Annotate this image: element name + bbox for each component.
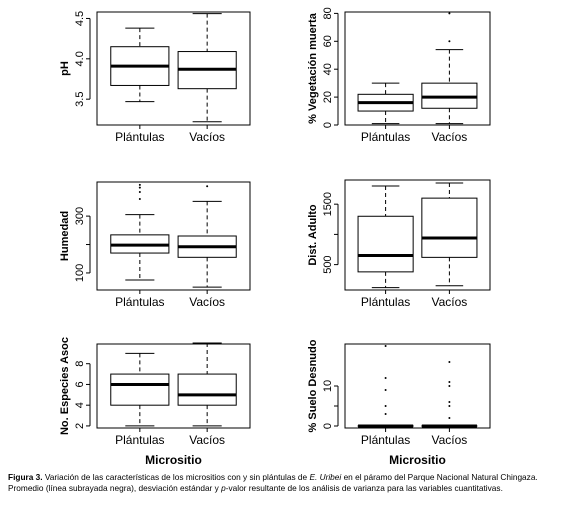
y-tick-label: 0 <box>322 122 334 128</box>
x-tick-label: Plántulas <box>115 433 164 447</box>
plot-frame <box>96 181 251 291</box>
figure-panels: 3.5 4.0 4.5 pH Plántulas Vacíos 0 20 40 60 80% Veg… <box>59 7 491 467</box>
y-axis-title: % Vegetación muerta <box>307 12 319 124</box>
x-tick-label: Vacíos <box>189 130 225 144</box>
outlier-point <box>448 381 451 383</box>
x-tick-label: Vacíos <box>189 433 225 447</box>
chart-panel: 3.5 4.0 4.5 pH Plántulas Vacíos <box>59 11 251 144</box>
caption-species: E. Uribei <box>309 472 342 482</box>
plot-frame <box>96 343 251 429</box>
outlier-point <box>448 361 451 363</box>
chart-panel: 0 10% Suelo Desnudo Plántulas Vacíos Microsi… <box>307 339 491 467</box>
y-axis-title: No. Especies Asoc <box>59 337 71 435</box>
plot-frame <box>344 179 491 291</box>
y-tick-label: 40 <box>322 63 334 75</box>
outlier-point <box>448 12 451 15</box>
chart-panel: 0 20 40 60 80% Vegetación muerta Plántulas Vac… <box>307 7 491 144</box>
caption-text-after: -valor resultante de los análisis de var… <box>225 483 503 493</box>
outlier-point <box>138 183 141 186</box>
x-axis-title: Micrositio <box>389 453 446 467</box>
x-tick-label: Plántulas <box>115 295 164 309</box>
x-tick-label: Plántulas <box>361 295 410 309</box>
outlier-point <box>384 413 387 415</box>
y-tick-label: 500 <box>322 255 334 273</box>
x-axis-title: Micrositio <box>145 453 202 467</box>
outlier-point <box>448 417 451 419</box>
box-iqr <box>357 215 414 273</box>
x-tick-label: Plántulas <box>361 433 410 447</box>
outlier-point <box>138 198 141 201</box>
y-tick-label: 4 <box>74 402 86 408</box>
outlier-point <box>448 405 451 407</box>
y-tick-label: 4.0 <box>74 51 86 66</box>
x-tick-label: Plántulas <box>115 130 164 144</box>
outlier-point <box>384 389 387 391</box>
y-tick-label: 8 <box>74 361 86 367</box>
y-tick-label: 10 <box>322 380 334 392</box>
box-iqr <box>421 197 478 258</box>
chart-panel: 2 4 6 8No. Especies Asoc Plántulas Vacíos Micr… <box>59 337 251 467</box>
x-tick-label: Vacíos <box>432 433 468 447</box>
outlier-point <box>138 190 141 193</box>
plot-frame <box>96 11 251 126</box>
x-tick-label: Vacíos <box>189 295 225 309</box>
y-tick-label: 0 <box>322 423 334 429</box>
y-axis-title: Humedad <box>59 211 71 261</box>
caption-text-mid: en el páramo del Parque Nacional Natural… <box>8 472 538 493</box>
y-axis-title: pH <box>59 61 71 76</box>
caption-text-before: Variación de las características de los … <box>42 472 310 482</box>
y-tick-label: 1500 <box>322 192 334 216</box>
outlier-point <box>448 40 451 43</box>
y-tick-label: 20 <box>322 91 334 103</box>
x-tick-label: Plántulas <box>361 130 410 144</box>
box-iqr <box>110 373 170 406</box>
plot-frame <box>344 11 491 126</box>
plot-frame <box>344 343 491 429</box>
outlier-point <box>448 385 451 387</box>
y-tick-label: 100 <box>74 264 86 282</box>
x-tick-label: Vacíos <box>432 295 468 309</box>
y-tick-label: 80 <box>322 7 334 19</box>
figure-caption: Figura 3. Variación de las característic… <box>8 472 573 494</box>
y-tick-label: 300 <box>74 207 86 225</box>
caption-pvalue: p <box>221 483 226 493</box>
outlier-point <box>384 405 387 407</box>
box-iqr <box>177 373 237 406</box>
y-tick-label: 2 <box>74 423 86 429</box>
outlier-point <box>384 345 387 347</box>
outlier-point <box>206 185 209 188</box>
y-axis-title: % Suelo Desnudo <box>307 339 319 432</box>
y-tick-label: 6 <box>74 381 86 387</box>
x-tick-label: Vacíos <box>432 130 468 144</box>
y-axis-title: Dist. Adulto <box>307 204 319 266</box>
caption-label: Figura 3. <box>8 472 43 482</box>
y-tick-label: 3.5 <box>74 92 86 107</box>
outlier-point <box>448 401 451 403</box>
outlier-point <box>384 377 387 379</box>
outlier-point <box>138 186 141 189</box>
y-tick-label: 60 <box>322 35 334 47</box>
y-tick-label: 4.5 <box>74 11 86 26</box>
